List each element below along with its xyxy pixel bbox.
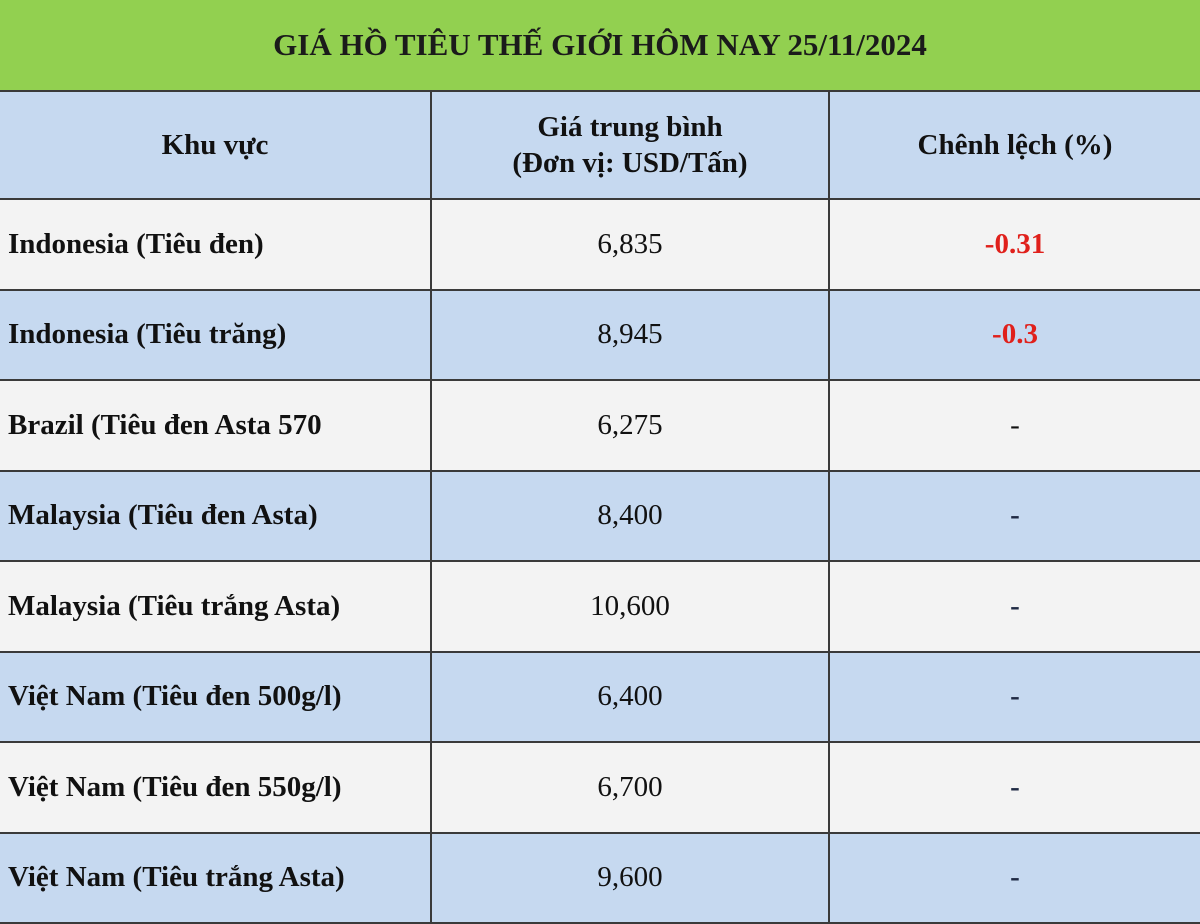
region-cell: Brazil (Tiêu đen Asta 570 [0,381,430,470]
change-cell: - [830,743,1200,832]
region-cell: Việt Nam (Tiêu đen 500g/l) [0,652,430,741]
header-cell: Giá trung bình (Đơn vị: USD/Tấn) [432,92,828,198]
header-line: Giá trung bình [537,110,723,143]
price-cell: 10,600 [432,562,828,651]
region-cell: Việt Nam (Tiêu đen 550g/l) [0,743,430,832]
region-cell: Indonesia (Tiêu đen) [0,200,430,289]
change-cell: - [830,562,1200,651]
price-cell: 9,600 [432,833,828,922]
header-cell: Khu vực [0,92,430,198]
price-cell: 6,400 [432,652,828,741]
table-title: GIÁ HỒ TIÊU THẾ GIỚI HÔM NAY 25/11/2024 [0,0,1200,90]
change-cell: - [830,381,1200,470]
region-cell: Malaysia (Tiêu đen Asta) [0,471,430,560]
header-cell: Chênh lệch (%) [830,92,1200,198]
price-cell: 8,400 [432,471,828,560]
header-line: (Đơn vị: USD/Tấn) [512,147,748,179]
change-cell: - [830,471,1200,560]
price-cell: 6,275 [432,381,828,470]
region-cell: Malaysia (Tiêu trắng Asta) [0,562,430,651]
price-cell: 6,700 [432,743,828,832]
region-cell: Việt Nam (Tiêu trắng Asta) [0,833,430,922]
change-cell: -0.3 [830,290,1200,379]
change-cell: - [830,833,1200,922]
region-cell: Indonesia (Tiêu trăng) [0,290,430,379]
change-cell: - [830,652,1200,741]
price-cell: 8,945 [432,290,828,379]
change-cell: -0.31 [830,200,1200,289]
price-cell: 6,835 [432,200,828,289]
